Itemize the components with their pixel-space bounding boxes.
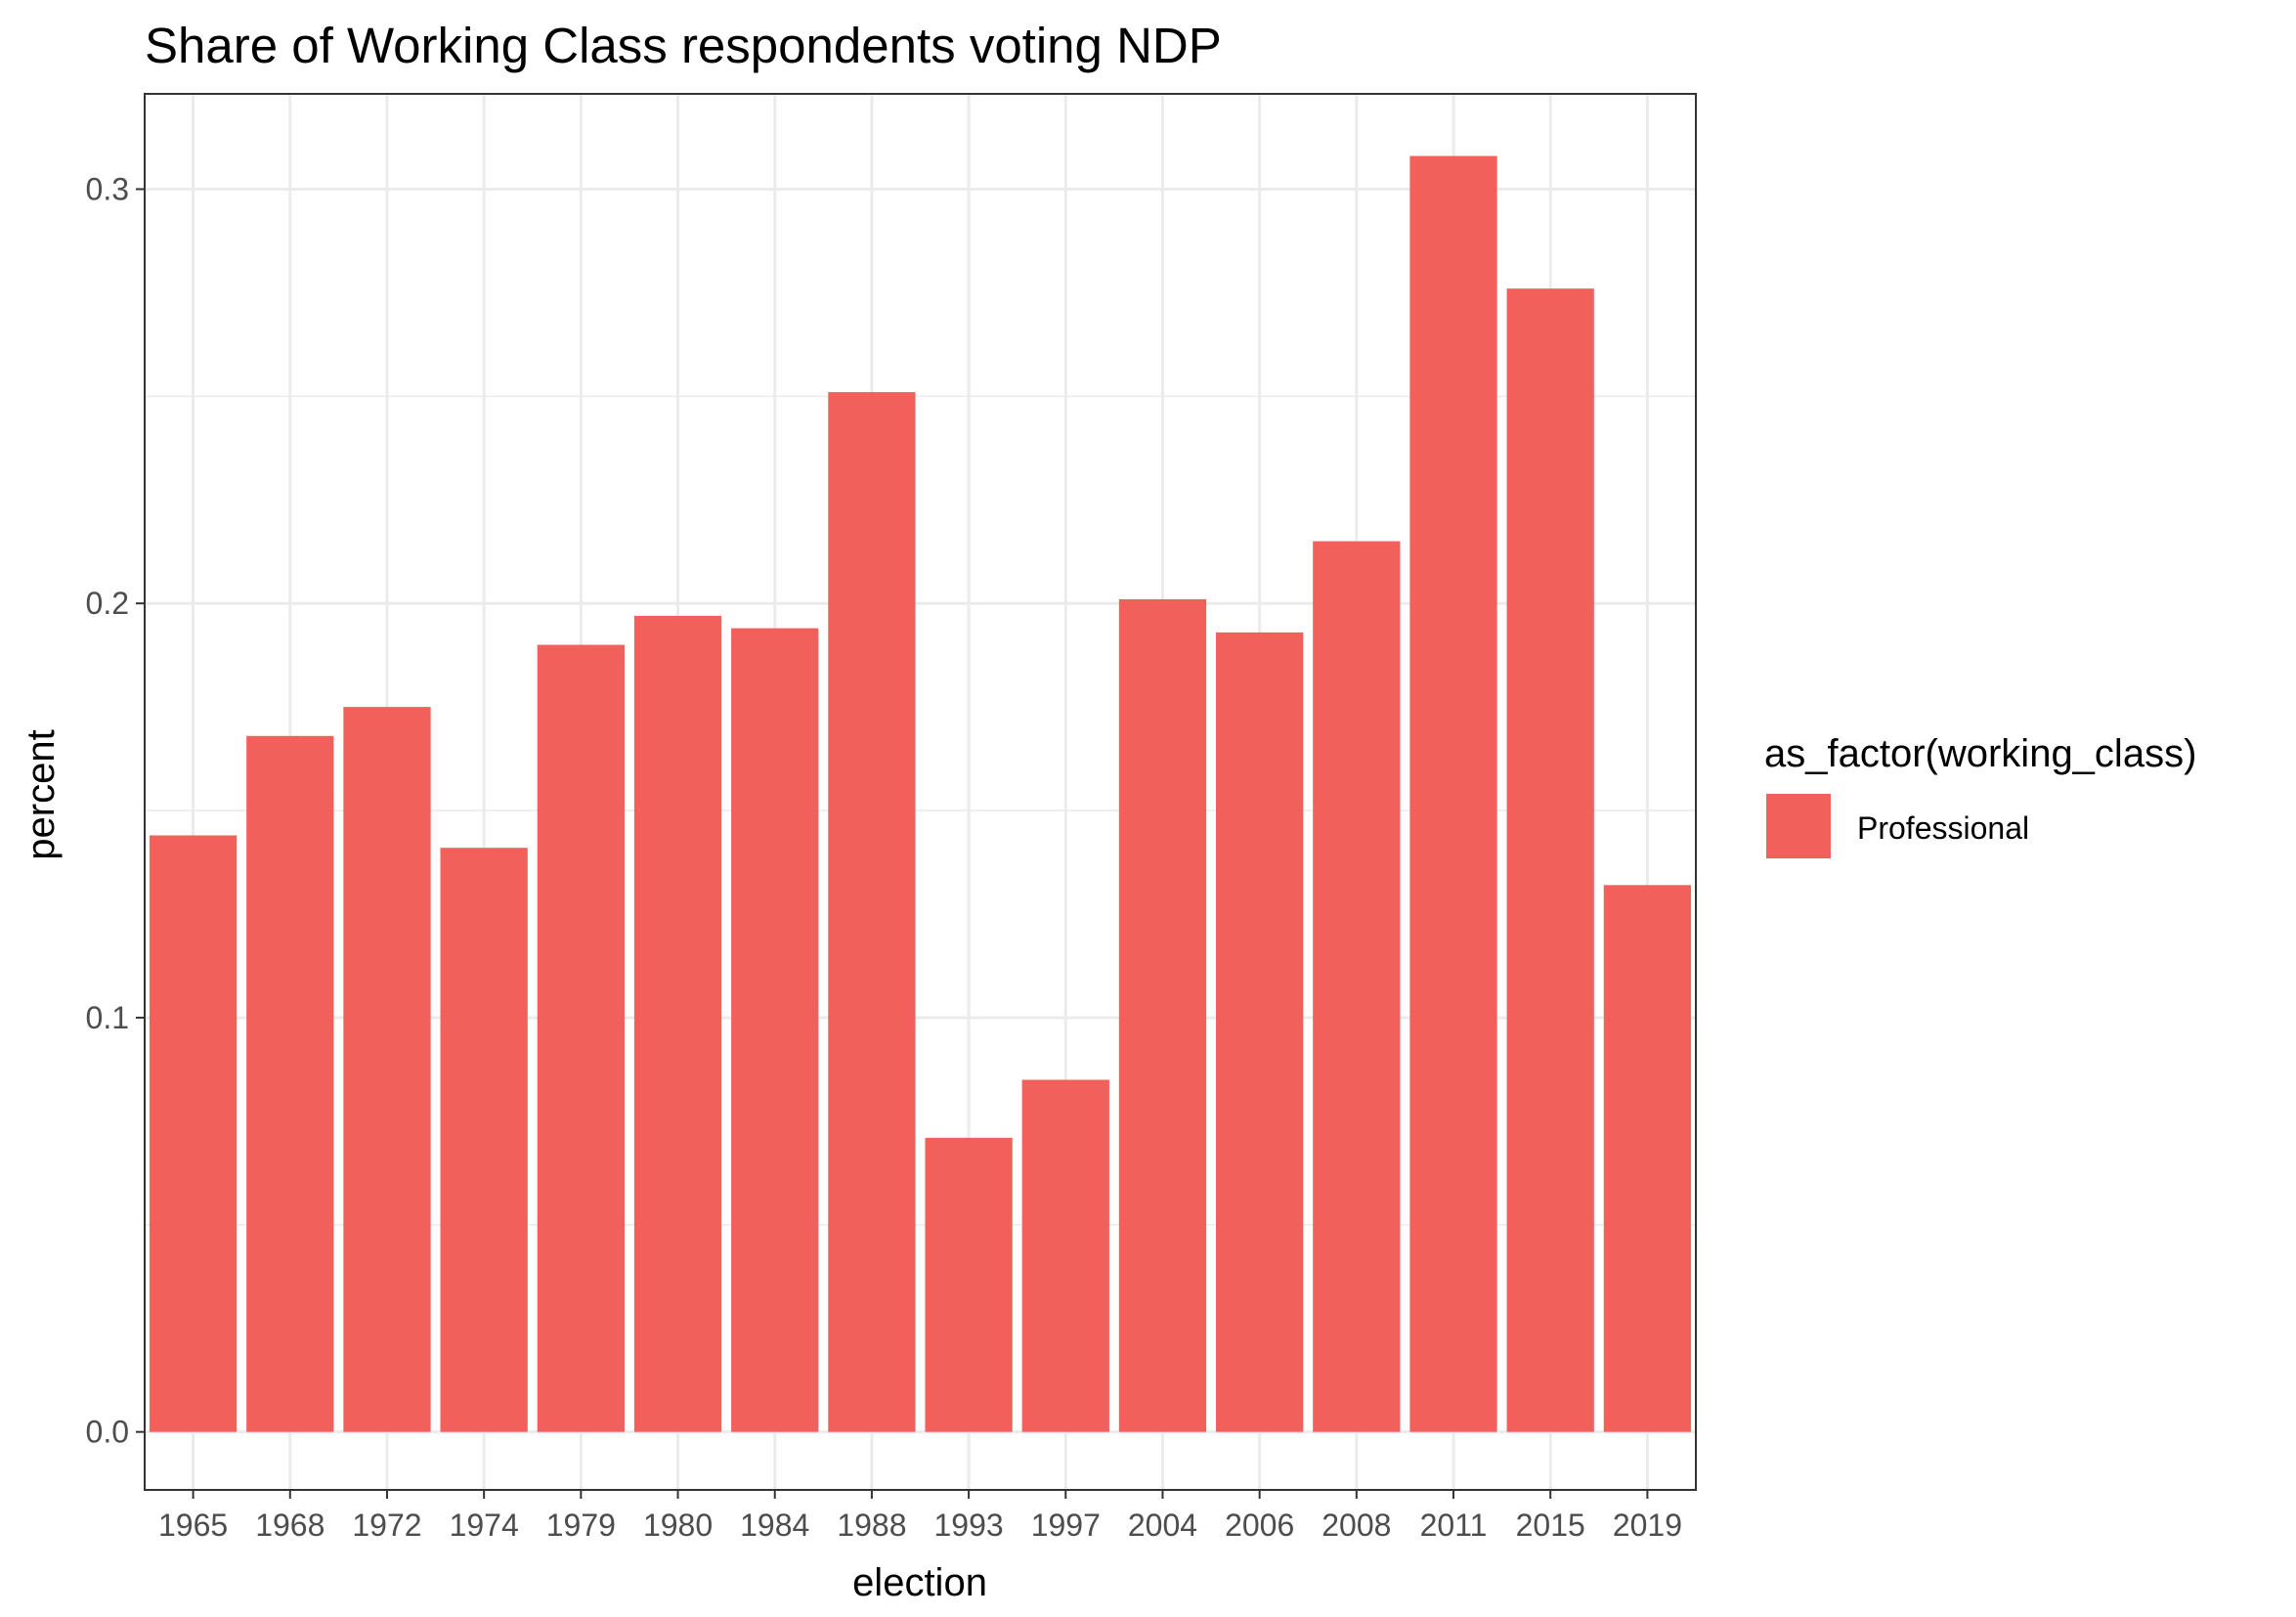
y-tick-label: 0.1	[86, 1000, 129, 1035]
x-tick-label: 1972	[352, 1508, 421, 1543]
x-tick-label: 1974	[450, 1508, 519, 1543]
bar-1968	[246, 735, 334, 1432]
legend-title: as_factor(working_class)	[1764, 732, 2196, 775]
bar-1997	[1021, 1079, 1109, 1432]
x-tick-label: 2004	[1128, 1508, 1197, 1543]
x-tick-label: 2011	[1420, 1508, 1488, 1543]
x-tick-label: 1984	[740, 1508, 809, 1543]
x-tick-label: 1965	[158, 1508, 228, 1543]
bar-1974	[440, 848, 528, 1432]
y-tick-label: 0.3	[86, 171, 129, 206]
x-tick-label: 2008	[1321, 1508, 1391, 1543]
bar-1965	[149, 835, 238, 1432]
x-tick-label: 1980	[643, 1508, 713, 1543]
panel-border	[144, 93, 1697, 1491]
y-tick-label: 0.2	[86, 586, 129, 621]
x-tick-label: 1997	[1031, 1508, 1101, 1543]
bar-2004	[1118, 598, 1207, 1432]
x-tick-label: 1968	[255, 1508, 325, 1543]
bar-1972	[343, 707, 431, 1432]
bar-2008	[1313, 541, 1401, 1432]
bar-1984	[731, 628, 819, 1432]
legend: as_factor(working_class) Professional	[1764, 732, 2196, 858]
y-axis-title: percent	[20, 729, 63, 859]
bar-1988	[828, 392, 916, 1432]
x-tick-label: 1979	[546, 1508, 616, 1543]
plot-panel	[144, 93, 1697, 1491]
bar-2015	[1506, 288, 1594, 1432]
x-tick-label: 2006	[1225, 1508, 1294, 1543]
x-tick-label: 2015	[1516, 1508, 1585, 1543]
x-axis-title: election	[852, 1561, 987, 1604]
chart-title: Share of Working Class respondents votin…	[145, 18, 1222, 73]
bar-2019	[1603, 885, 1692, 1432]
legend-key-professional	[1766, 794, 1831, 858]
x-tick-label: 2019	[1613, 1508, 1682, 1543]
bar-1993	[925, 1137, 1013, 1432]
bar-2006	[1216, 632, 1304, 1432]
x-tick-label: 1988	[837, 1508, 906, 1543]
y-tick-label: 0.0	[86, 1415, 129, 1450]
legend-label-professional: Professional	[1857, 810, 2029, 846]
bar-2011	[1409, 155, 1497, 1432]
bar-1980	[633, 615, 722, 1432]
x-tick-label: 1993	[934, 1508, 1004, 1543]
bar-1979	[537, 644, 625, 1432]
